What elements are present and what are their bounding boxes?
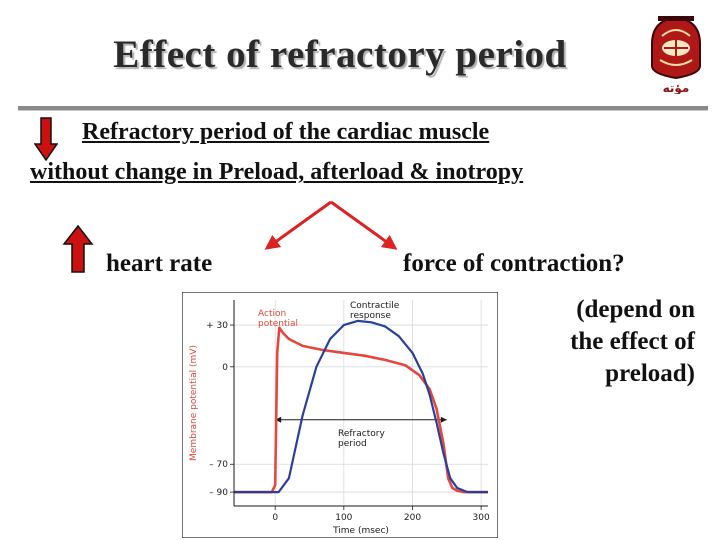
- action-potential-annotation: Action potential: [258, 309, 298, 329]
- refractory-period-annotation: Refractory period: [338, 429, 388, 449]
- red-up-arrow-icon: [62, 224, 94, 273]
- force-of-contraction-label: force of contraction?: [403, 250, 625, 277]
- chart-series: [234, 319, 488, 494]
- heart-rate-label: heart rate: [106, 250, 213, 277]
- annotation-line: period: [338, 439, 367, 449]
- contractile-response-line: [234, 319, 488, 494]
- preload-note-line-1: (depend on: [576, 296, 695, 323]
- refractory-arrowhead-right: [440, 416, 447, 423]
- annotation-line: response: [350, 311, 391, 321]
- x-tick-label: 100: [335, 513, 352, 523]
- chart-background: [182, 292, 498, 538]
- slide-title: Effect of refractory period: [113, 33, 567, 76]
- y-tick-label: – 70: [209, 460, 228, 470]
- statement-line-2: without change in Preload, afterload & i…: [30, 159, 524, 185]
- annotation-line: Contractile: [350, 301, 400, 311]
- preload-note-line-2: the effect of: [570, 328, 695, 355]
- y-axis-label: Membrane potential (mV): [189, 345, 199, 461]
- arrow-right-branch: [330, 200, 398, 250]
- action-potential-chart: + 30 0 – 70 – 90 0 100 200 300 Membrane potenti…: [182, 292, 498, 538]
- annotation-line: Action: [258, 309, 286, 319]
- refractory-arrowhead-left: [275, 416, 282, 423]
- arrow-left-branch: [264, 200, 332, 250]
- x-tick-label: 300: [473, 513, 490, 523]
- x-axis-label: Time (msec): [332, 526, 389, 536]
- annotation-line: potential: [258, 319, 298, 329]
- branch-arrows: [264, 200, 398, 250]
- preload-note-line-3: preload): [605, 360, 695, 387]
- annotation-line: Refractory: [338, 429, 385, 439]
- logo-text: مؤته: [663, 81, 690, 94]
- red-down-arrow-icon: [34, 117, 58, 161]
- action-potential-line: [234, 326, 488, 494]
- y-tick-label: – 90: [209, 488, 228, 498]
- contractile-response-annotation: Contractile response: [350, 301, 402, 321]
- x-tick-label: 0: [272, 513, 278, 523]
- title-divider: [18, 106, 708, 111]
- chart-ticks: + 30 0 – 70 – 90 0 100 200 300: [206, 300, 490, 523]
- statement-line-1: Refractory period of the cardiac muscle: [82, 119, 490, 145]
- y-tick-label: 0: [222, 363, 228, 373]
- preload-note: (depend on the effect of preload): [500, 294, 695, 390]
- university-logo-icon: مؤته: [651, 16, 701, 94]
- x-tick-label: 200: [404, 513, 421, 523]
- chart-gridlines: [234, 300, 488, 506]
- refractory-marker: [275, 416, 447, 423]
- y-tick-label: + 30: [206, 321, 228, 331]
